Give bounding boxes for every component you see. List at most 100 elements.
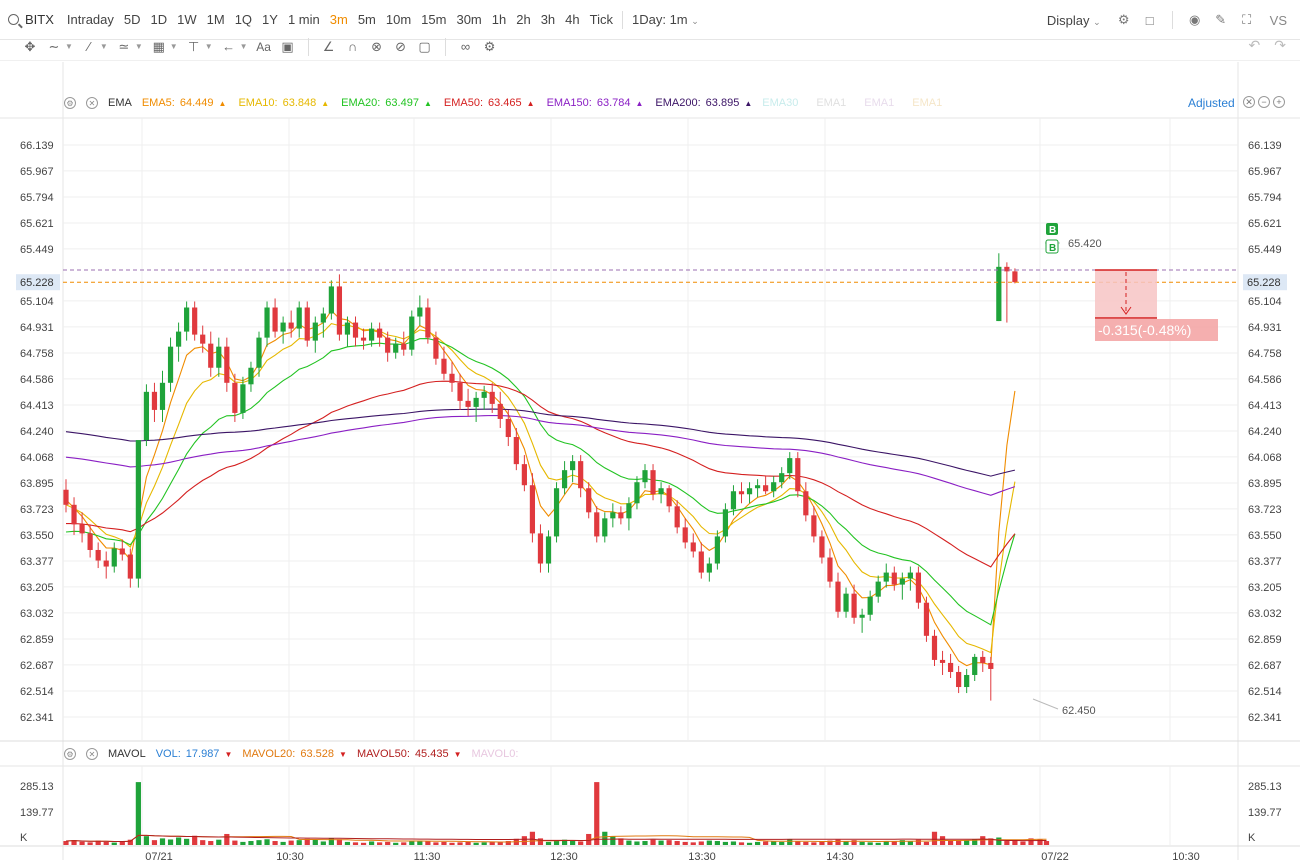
note-tool-icon[interactable]: ▣ bbox=[281, 38, 294, 54]
price-tick-left: 64.758 bbox=[20, 348, 54, 360]
ruler-icon[interactable]: ∠ bbox=[322, 38, 335, 54]
candle-body bbox=[288, 322, 294, 329]
current-price-tag-left bbox=[16, 274, 60, 291]
gear-icon[interactable]: ⚙ bbox=[1117, 12, 1130, 27]
close-icon[interactable]: ✕ bbox=[86, 748, 98, 760]
volume-bar bbox=[674, 841, 680, 845]
candle-body bbox=[521, 464, 527, 486]
candle-body bbox=[730, 491, 737, 510]
timeframe-30m[interactable]: 30m bbox=[456, 12, 482, 27]
timeframe-5d[interactable]: 5D bbox=[123, 12, 141, 27]
arrow-up-icon: ▲ bbox=[423, 98, 432, 108]
candle-body bbox=[393, 343, 399, 353]
gear-icon[interactable]: ⚙ bbox=[64, 97, 76, 109]
timeframe-5m[interactable]: 5m bbox=[357, 12, 376, 27]
price-tick-left: 63.032 bbox=[20, 608, 54, 620]
candle-body bbox=[465, 400, 471, 407]
pencil-icon[interactable]: ✎ bbox=[1215, 12, 1227, 27]
arrow-tool-icon[interactable]: ← bbox=[222, 39, 236, 54]
price-tick-right: 64.758 bbox=[1248, 348, 1282, 360]
adjusted-label[interactable]: Adjusted bbox=[1188, 96, 1235, 110]
minimize-icon[interactable]: − bbox=[1258, 96, 1270, 108]
timeframe-1h[interactable]: 1h bbox=[491, 12, 507, 27]
add-icon[interactable]: + bbox=[1273, 96, 1285, 108]
volume-bar bbox=[280, 841, 286, 845]
candle-body bbox=[328, 286, 334, 314]
gear-icon[interactable]: ⚙ bbox=[64, 748, 76, 760]
timeframe-1q[interactable]: 1Q bbox=[234, 12, 253, 27]
candle-body bbox=[570, 461, 576, 471]
timeframe-1-min[interactable]: 1 min bbox=[287, 12, 320, 27]
timeframe-4h[interactable]: 4h bbox=[565, 12, 580, 27]
chart-buttons: ✕ − + bbox=[1243, 96, 1285, 108]
top-right-tools: Display ⌄ ⚙ □ ◉ ✎ ⛶ VS bbox=[1042, 0, 1292, 40]
price-tick-left: 64.413 bbox=[20, 400, 54, 412]
timeframe-15m[interactable]: 15m bbox=[421, 12, 447, 27]
fib-tool-icon[interactable]: ⊤ bbox=[188, 38, 200, 54]
volume-bar bbox=[529, 831, 536, 845]
candle-body bbox=[441, 358, 447, 374]
symbol-search[interactable]: BITX bbox=[0, 12, 62, 27]
price-tick-right: 63.032 bbox=[1248, 608, 1282, 620]
volume-legend: ⚙ ✕ MAVOL VOL: 17.987 ▼ MAVOL20: 63.528 ▼ MAVO… bbox=[64, 746, 518, 762]
volume-bar bbox=[956, 841, 962, 845]
timeframe-3m[interactable]: 3m bbox=[329, 12, 348, 27]
close-icon[interactable]: ✕ bbox=[1243, 96, 1255, 108]
timeframe-1d[interactable]: 1D bbox=[150, 12, 168, 27]
volume-bar bbox=[1037, 839, 1043, 845]
settings-icon[interactable]: ⚙ bbox=[483, 38, 496, 54]
volume-bar bbox=[875, 842, 881, 845]
candle-body bbox=[754, 485, 761, 489]
price-tick-right: 62.687 bbox=[1248, 660, 1282, 672]
trash-icon[interactable]: ▢ bbox=[418, 38, 431, 54]
redo-icon[interactable]: ↷ bbox=[1274, 37, 1286, 53]
link-icon[interactable]: ∞ bbox=[460, 39, 471, 54]
hide-icon[interactable]: ⊘ bbox=[395, 38, 406, 54]
display-dropdown[interactable]: Display ⌄ bbox=[1046, 12, 1101, 28]
pattern-tool-icon[interactable]: ≃ bbox=[118, 38, 130, 54]
move-icon[interactable]: ✥ bbox=[24, 38, 36, 54]
lock-icon[interactable]: ⊗ bbox=[371, 38, 382, 54]
volume-bar bbox=[256, 840, 262, 845]
period-dropdown[interactable]: 1Day: 1m ⌄ bbox=[632, 12, 699, 27]
price-tick-right: 65.104 bbox=[1248, 296, 1282, 308]
volume-bar bbox=[71, 840, 77, 845]
high-label: 65.420 bbox=[1068, 238, 1102, 250]
vs-button[interactable]: VS bbox=[1269, 12, 1287, 28]
volume-bar bbox=[489, 841, 495, 845]
undo-icon[interactable]: ↶ bbox=[1248, 37, 1261, 53]
volume-tick-right: 139.77 bbox=[1248, 807, 1282, 819]
layout-icon[interactable]: □ bbox=[1145, 12, 1154, 28]
volume-bar bbox=[947, 840, 954, 845]
volume-bar bbox=[111, 842, 117, 845]
candle-body bbox=[119, 548, 125, 555]
candle-body bbox=[71, 504, 77, 525]
magnet-icon[interactable]: ∩ bbox=[347, 39, 358, 54]
timeframe-1y[interactable]: 1Y bbox=[262, 12, 278, 27]
volume-tick-right: K bbox=[1248, 832, 1256, 844]
timeframe-1m[interactable]: 1M bbox=[206, 12, 225, 27]
volume-bar bbox=[401, 842, 407, 845]
camera-icon[interactable]: ◉ bbox=[1188, 12, 1201, 27]
timeframe-intraday[interactable]: Intraday bbox=[66, 12, 114, 27]
volume-bar bbox=[1012, 840, 1018, 845]
timeframe-3h[interactable]: 3h bbox=[540, 12, 556, 27]
timeframe-10m[interactable]: 10m bbox=[385, 12, 412, 27]
timeframe-1w[interactable]: 1W bbox=[177, 12, 197, 27]
trend-line-icon[interactable]: ∕ bbox=[87, 39, 90, 54]
ema-legend-item: EMA200: 63.895 ▲ bbox=[655, 97, 752, 109]
vol-label: VOL: bbox=[155, 748, 181, 760]
timeframe-2h[interactable]: 2h bbox=[516, 12, 531, 27]
volume-bar bbox=[746, 842, 753, 845]
vol-legend-item: VOL: 17.987 ▼ bbox=[156, 748, 233, 760]
line-tool-icon[interactable]: ∼ bbox=[48, 38, 60, 54]
volume-bar bbox=[553, 840, 560, 845]
volume-bar bbox=[248, 841, 254, 845]
candle-body bbox=[899, 578, 905, 585]
fullscreen-icon[interactable]: ⛶ bbox=[1242, 12, 1252, 27]
close-icon[interactable]: ✕ bbox=[86, 97, 98, 109]
timeframe-tick[interactable]: Tick bbox=[589, 12, 613, 27]
text-tool-icon[interactable]: Aa bbox=[256, 39, 271, 54]
measure-tool-icon[interactable]: ▦ bbox=[152, 38, 165, 54]
